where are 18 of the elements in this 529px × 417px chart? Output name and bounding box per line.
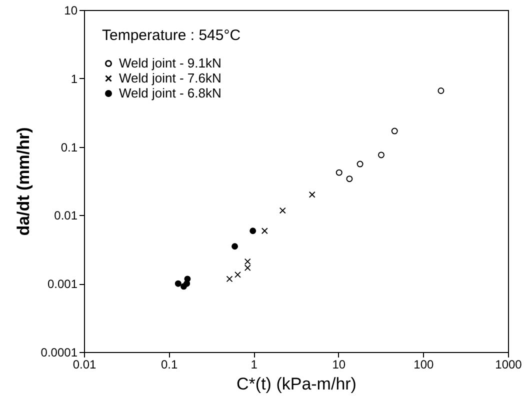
x-tick-label: 1000 [495, 358, 522, 372]
legend-title: Temperature : 545°C [102, 27, 241, 44]
y-axis-title: da/dt (mm/hr) [14, 127, 33, 236]
y-tick-label: 1 [70, 72, 78, 86]
y-tick-label: 10 [64, 4, 78, 18]
x-axis-title: C*(t) (kPa-m/hr) [236, 374, 356, 394]
legend-label: Weld joint - 7.6kN [119, 70, 222, 86]
y-tick-label: 0.1 [60, 140, 78, 154]
x-tick-label: 1 [250, 358, 258, 372]
x-tick-label: 0.1 [160, 358, 178, 372]
x-tick-label: 0.01 [72, 358, 96, 372]
y-tick-label: 0.0001 [40, 346, 78, 360]
y-tick-label: 0.001 [47, 277, 78, 292]
y-tick-label: 0.01 [54, 208, 78, 223]
legend-label: Weld joint - 6.8kN [119, 86, 222, 100]
x-tick-label: 10 [332, 358, 346, 372]
x-tick-label: 100 [414, 358, 434, 372]
legend-label: Weld joint - 9.1kN [119, 56, 222, 70]
